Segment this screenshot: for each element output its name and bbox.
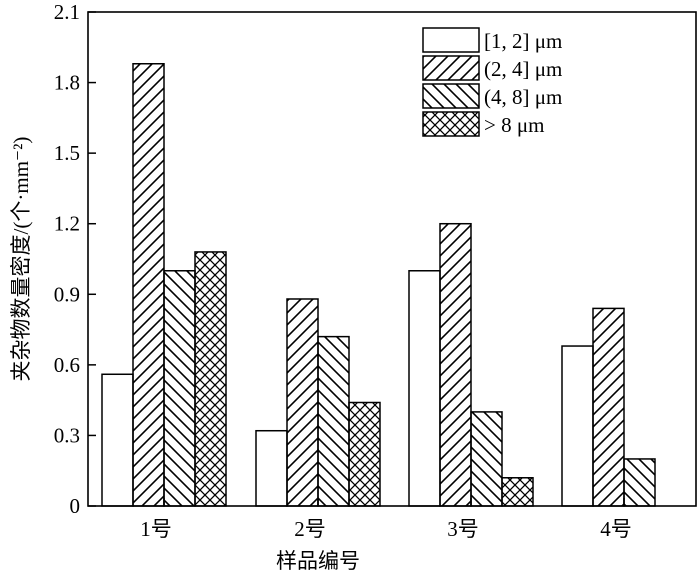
bar	[439, 222, 472, 507]
legend-swatch	[422, 55, 480, 81]
plot-frame	[87, 11, 697, 507]
y-tick-label: 2.1	[54, 0, 80, 24]
legend-swatch	[422, 83, 480, 109]
bar	[101, 373, 134, 507]
bar	[317, 335, 350, 507]
bar	[408, 270, 441, 507]
x-tick-label: 3号	[447, 517, 479, 541]
y-axis-label: 夹杂物数量密度/(个·mm⁻²)	[9, 137, 33, 382]
y-tick-label: 0.3	[54, 423, 80, 447]
bar	[561, 345, 594, 507]
bar	[286, 298, 319, 507]
y-tick-label: 0.6	[54, 353, 80, 377]
x-axis-label: 样品编号	[276, 549, 360, 573]
y-tick-label: 0.9	[54, 282, 80, 306]
legend-swatch	[422, 111, 480, 137]
bar	[255, 429, 288, 507]
x-tick-label: 2号	[294, 517, 326, 541]
bar	[623, 458, 656, 507]
bar	[470, 411, 503, 507]
bar	[348, 401, 381, 507]
legend-swatch	[422, 27, 480, 53]
y-tick-label: 1.5	[54, 141, 80, 165]
legend: [1, 2] μm (2, 4] μm (4, 8] μm > 8 μm	[422, 27, 562, 137]
y-tick-label: 1.8	[54, 71, 80, 95]
bar	[163, 270, 196, 507]
legend-label: > 8 μm	[484, 113, 544, 137]
bar	[501, 477, 534, 507]
x-tick-label: 4号	[600, 517, 632, 541]
bar	[592, 307, 625, 507]
x-tick-label: 1号	[140, 517, 172, 541]
legend-label: [1, 2] μm	[484, 29, 562, 53]
y-tick-label: 1.2	[54, 212, 80, 236]
legend-label: (4, 8] μm	[484, 85, 562, 109]
bar	[132, 63, 165, 507]
bar	[194, 251, 227, 507]
y-tick-label: 0	[70, 494, 81, 518]
legend-label: (2, 4] μm	[484, 57, 562, 81]
